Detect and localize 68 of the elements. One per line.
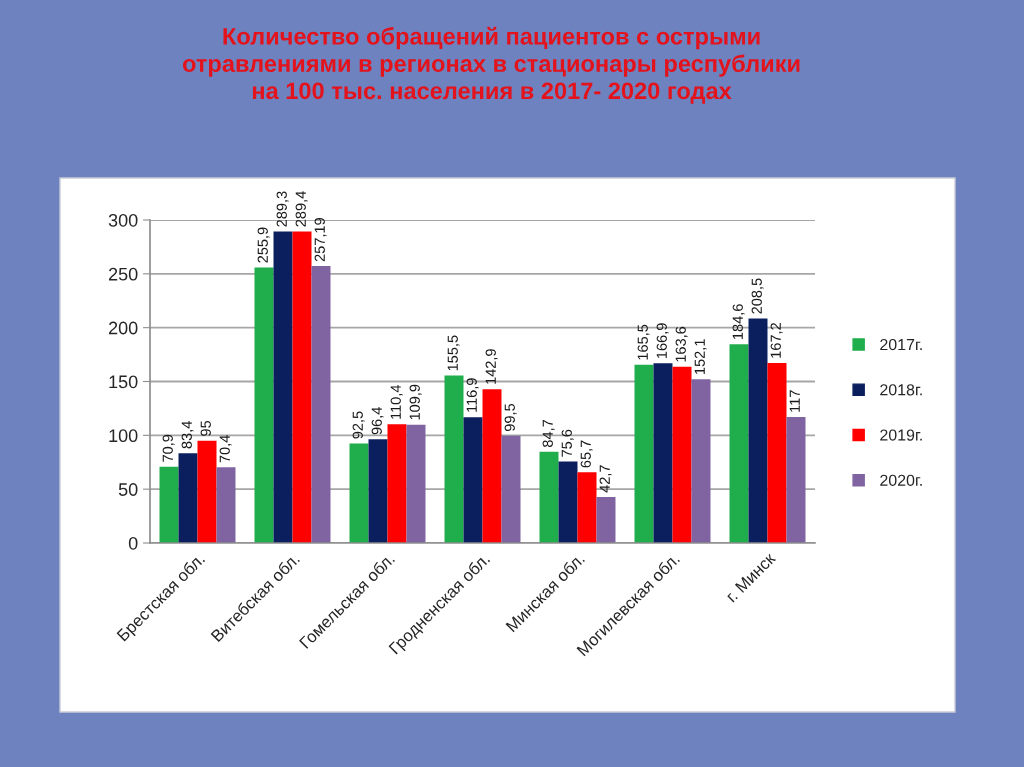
- bar: [539, 451, 559, 543]
- y-tick-label: 200: [108, 321, 138, 335]
- bar: [197, 440, 217, 543]
- bar: [178, 453, 198, 543]
- bar: [159, 466, 179, 543]
- legend-label: 2020г.: [880, 474, 922, 486]
- data-label: 42,7: [599, 465, 612, 493]
- bar: [596, 497, 616, 543]
- bar: [729, 344, 749, 543]
- y-tick-label: 300: [108, 213, 138, 227]
- data-label: 163,6: [675, 326, 688, 362]
- data-label: 70,9: [162, 434, 175, 462]
- data-label: 289,4: [295, 191, 308, 227]
- legend-label: 2018г.: [880, 384, 922, 396]
- data-label: 70,4: [219, 435, 232, 463]
- y-tick-label: 100: [109, 429, 138, 443]
- data-label: 255,9: [257, 227, 270, 263]
- data-label: 165,5: [637, 324, 650, 360]
- data-label: 208,5: [751, 278, 764, 314]
- data-label: 142,9: [485, 349, 498, 384]
- bar: [387, 424, 407, 543]
- data-label: 110,4: [390, 384, 403, 419]
- data-label: 83,4: [181, 421, 194, 449]
- data-label: 65,7: [580, 440, 593, 468]
- y-tick-label: 0: [128, 536, 138, 550]
- bar: [216, 467, 236, 543]
- data-label: 167,2: [770, 323, 783, 358]
- data-label: 184,6: [732, 304, 745, 339]
- data-label: 96,4: [371, 407, 384, 435]
- bar: [406, 424, 426, 543]
- y-tick-label: 150: [109, 375, 138, 389]
- data-label: 117: [789, 390, 800, 412]
- bar: [368, 439, 388, 543]
- bar: [634, 364, 654, 543]
- bar: [748, 318, 768, 543]
- bar: [653, 363, 673, 543]
- bar: [254, 267, 274, 543]
- legend-label: 2019г.: [880, 429, 922, 441]
- bar: [691, 379, 711, 543]
- bar: [786, 417, 806, 543]
- bar: [273, 231, 293, 543]
- data-label: 289,3: [276, 191, 289, 227]
- legend-label: 2017г.: [880, 338, 922, 351]
- data-label: 109,9: [409, 384, 422, 420]
- chart-title: Количество обращений пациентов с острыми отравлениями в регионах в стационары республики на 100 тыс. населения в 2017- 2020 годах: [182, 26, 800, 104]
- data-label: 155,5: [447, 335, 460, 371]
- bar: [292, 231, 312, 543]
- bar: [349, 443, 369, 543]
- bar: [577, 472, 597, 543]
- y-tick-label: 50: [118, 483, 138, 496]
- data-label: 166,9: [656, 323, 669, 359]
- bar: [482, 389, 502, 543]
- data-label: 152,1: [694, 339, 707, 374]
- bar: [463, 417, 483, 543]
- data-label: 257,19: [314, 218, 327, 262]
- bar: [767, 362, 787, 543]
- y-tick-label: 250: [108, 267, 138, 281]
- data-label: 92,5: [352, 411, 365, 439]
- bar: [444, 375, 464, 543]
- bar: [311, 266, 331, 543]
- data-label: 75,6: [561, 429, 574, 457]
- data-label: 99,5: [504, 403, 517, 432]
- data-label: 95: [200, 420, 211, 436]
- bar: [558, 461, 578, 543]
- bar: [672, 366, 692, 543]
- data-label: 84,7: [542, 419, 555, 448]
- data-label: 116,9: [466, 378, 479, 412]
- bar: [501, 435, 521, 543]
